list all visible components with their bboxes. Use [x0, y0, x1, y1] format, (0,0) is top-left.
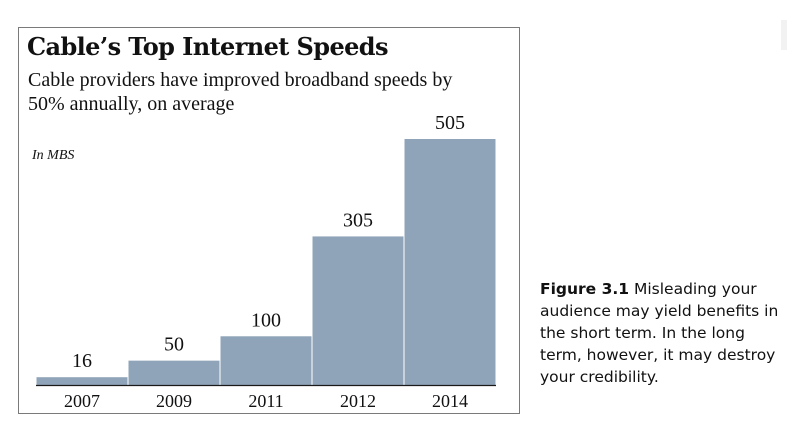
figure-caption: Figure 3.1 Misleading your audience may …: [540, 278, 780, 388]
x-tick-label-2014: 2014: [432, 391, 468, 411]
page-edge-decoration: [781, 20, 787, 50]
chart-subtitle: Cable providers have improved broadband …: [28, 69, 453, 115]
unit-label: In MBS: [32, 148, 75, 163]
figure-label: Figure 3.1: [540, 280, 630, 298]
x-tick-label-2009: 2009: [156, 391, 192, 411]
bar-2009: [128, 360, 220, 385]
bar-2007: [36, 377, 128, 385]
caption-text: Misleading your audience may yield benef…: [540, 280, 779, 386]
bar-2014: [404, 139, 496, 385]
data-label-2007: 16: [72, 350, 92, 372]
chart-frame: [18, 27, 520, 414]
x-tick-label-2011: 2011: [248, 391, 283, 411]
data-label-2012: 305: [343, 209, 373, 231]
bar-2011: [220, 336, 312, 385]
chart-title: Cable’s Top Internet Speeds: [27, 32, 388, 61]
data-label-2009: 50: [164, 334, 184, 356]
x-tick-label-2012: 2012: [340, 391, 376, 411]
data-label-2014: 505: [435, 112, 465, 134]
data-label-2011: 100: [251, 309, 281, 331]
x-tick-label-2007: 2007: [64, 391, 100, 411]
bar-2012: [312, 236, 404, 385]
